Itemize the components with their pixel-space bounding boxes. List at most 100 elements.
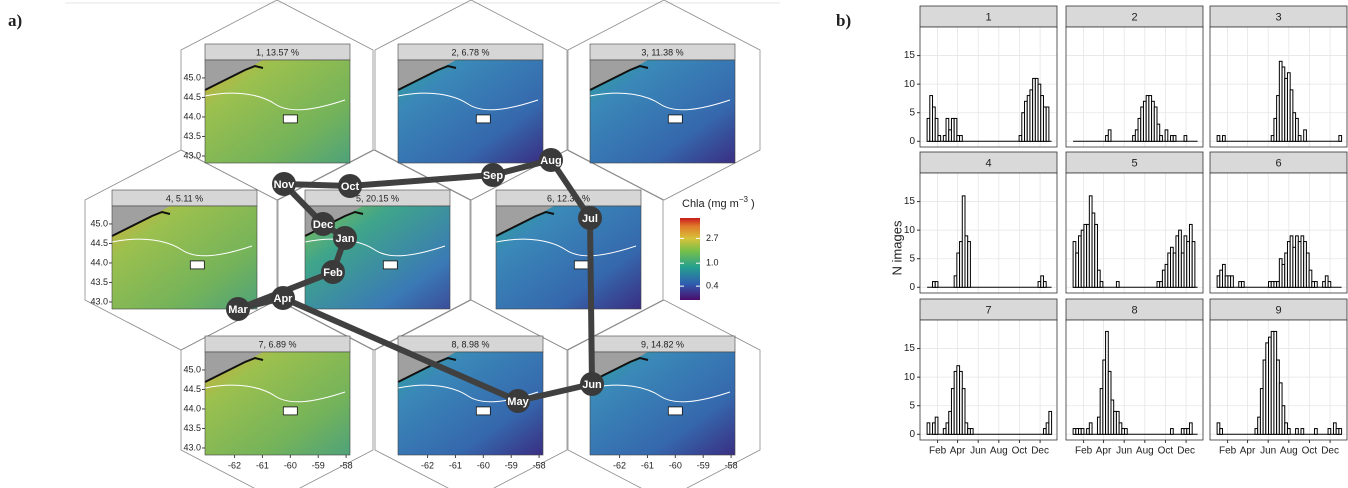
month-node [311,212,335,236]
histogram-bar [1191,241,1196,288]
lat-tick-label: 43.5 [90,277,108,287]
x-tick-label: Apr [950,446,966,457]
month-node [271,286,295,310]
month-node [580,372,604,396]
island [667,406,683,416]
month-label: Sep [483,170,503,182]
facet-frame [919,26,1058,148]
y-tick-label: 10 [904,225,916,236]
x-tick-label: Oct [1158,446,1174,457]
histogram-bar [1183,135,1188,142]
coastline [397,356,457,383]
lat-tick-label: 44.5 [90,238,108,248]
month-node [506,389,530,413]
island [382,260,398,270]
map-title: 7, 6.89 % [258,339,296,349]
colorbar [680,218,700,300]
map-title: 8, 8.98 % [451,339,489,349]
y-tick-label: 15 [904,196,916,207]
lat-tick-label: 45.0 [90,218,108,228]
coastline [495,210,555,237]
lat-tick-label: 44.0 [183,403,201,413]
month-node [338,174,362,198]
x-tick-label: Feb [1075,446,1093,457]
x-tick-label: Oct [1302,446,1318,457]
x-tick-label: Aug [1136,446,1154,457]
histogram-bar [1042,281,1047,288]
histogram-bar [1281,405,1286,435]
lon-tick-label: -62 [421,460,434,470]
facet-panel [1066,320,1203,440]
facet-title: 3 [1275,11,1281,23]
histogram-bar [1338,428,1343,435]
histogram-bar [1156,123,1161,142]
histogram-bar [1297,135,1302,142]
contour [304,238,446,257]
histogram-bar [934,281,939,288]
colorbar-title-sup: −3 [739,195,749,204]
x-tick-label: Apr [1240,446,1256,457]
map-title: 3, 11.38 % [641,47,683,57]
month-node [539,148,563,172]
colorbar-tick-label: 2.7 [706,233,719,243]
month-label: May [507,396,529,408]
histogram-bar [1338,135,1343,142]
lat-tick-label: 45.0 [183,72,201,82]
lat-tick-label: 43.5 [183,423,201,433]
histogram-bar [1159,135,1163,142]
contour [111,238,253,257]
lat-tick-label: 45.0 [183,364,201,374]
facet-title: 6 [1275,157,1281,169]
map-frame [589,351,736,456]
lon-tick-label: -58 [533,460,546,470]
histogram-bar [1300,428,1305,435]
map-title: 4, 5.11 % [166,193,203,203]
lon-tick-label: -60 [477,460,490,470]
hexagon [567,299,761,488]
month-label: Nov [274,179,296,191]
facet-title: 4 [985,157,991,169]
histogram-bar [1048,410,1053,435]
histogram-bar [926,422,931,435]
map-frame [204,351,351,456]
histogram-bar [1327,428,1332,435]
histogram-bar [1219,428,1224,435]
contour [397,92,539,111]
x-tick-label: Dec [1031,446,1049,457]
histogram-bar [1314,428,1318,435]
facet-title: 1 [985,11,991,23]
map-frame [397,351,544,456]
histogram-bar [1308,269,1313,288]
map-frame [111,205,258,310]
month-label: Feb [323,267,343,279]
histogram-bar [1327,281,1332,288]
histogram-bar [1314,281,1318,288]
histogram-bar [1088,422,1093,435]
y-tick-label: 15 [904,343,916,354]
histogram-bar [1303,129,1307,142]
y-tick-label: 0 [909,282,915,293]
map-frame [495,205,642,310]
histogram-bar [1045,106,1050,142]
y-tick-label: 5 [909,253,915,264]
lon-tick-label: -62 [613,460,626,470]
lat-tick-label: 44.0 [90,257,108,267]
month-label: Jun [582,379,602,391]
facet-panel [1210,173,1347,293]
histogram-bar [1124,428,1128,435]
coastline [397,64,457,91]
month-label: Dec [313,219,333,231]
month-label: Aug [540,155,561,167]
lon-tick-label: -61 [449,460,462,470]
histogram-bar [969,428,974,435]
lon-tick-label: -60 [284,460,297,470]
histogram-bar [1295,117,1299,142]
histogram-bar [934,416,939,435]
y-tick-label: 5 [909,400,915,411]
colorbar-title: Chla (mg m [682,198,739,210]
histogram-bar [1216,135,1221,142]
facet-frame [919,319,1058,441]
island [282,114,298,124]
x-tick-label: Feb [929,446,947,457]
